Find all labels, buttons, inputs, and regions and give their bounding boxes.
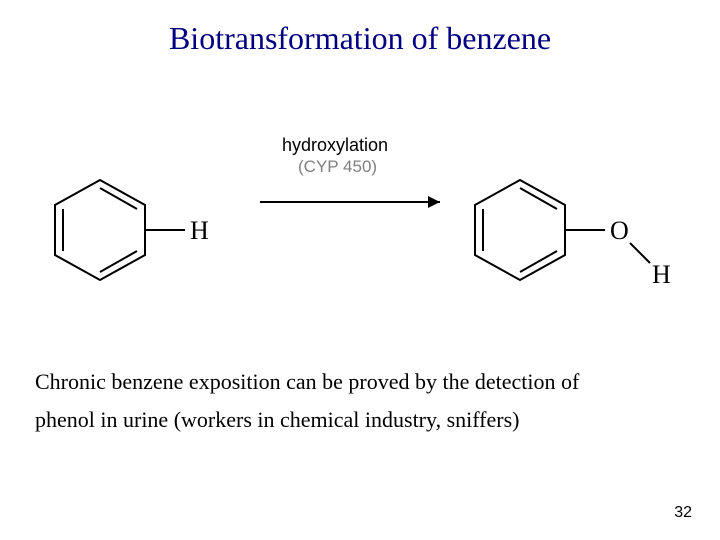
slide-title: Biotransformation of benzene <box>0 20 720 57</box>
body-text-line2: phenol in urine (workers in chemical ind… <box>35 400 519 440</box>
benzene-molecule: H <box>50 165 230 300</box>
body-text-line1: Chronic benzene exposition can be proved… <box>35 362 579 402</box>
phenol-molecule: O H <box>470 165 680 310</box>
reaction-label-bottom: (CYP 450) <box>298 157 377 177</box>
reaction-diagram: hydroxylation (CYP 450) H <box>50 135 670 315</box>
oh-h-label: H <box>652 260 671 289</box>
reaction-arrow <box>260 187 460 222</box>
h-label: H <box>190 216 209 245</box>
reaction-label-top: hydroxylation <box>282 135 388 156</box>
o-label: O <box>610 216 629 245</box>
page-number: 32 <box>674 504 692 522</box>
